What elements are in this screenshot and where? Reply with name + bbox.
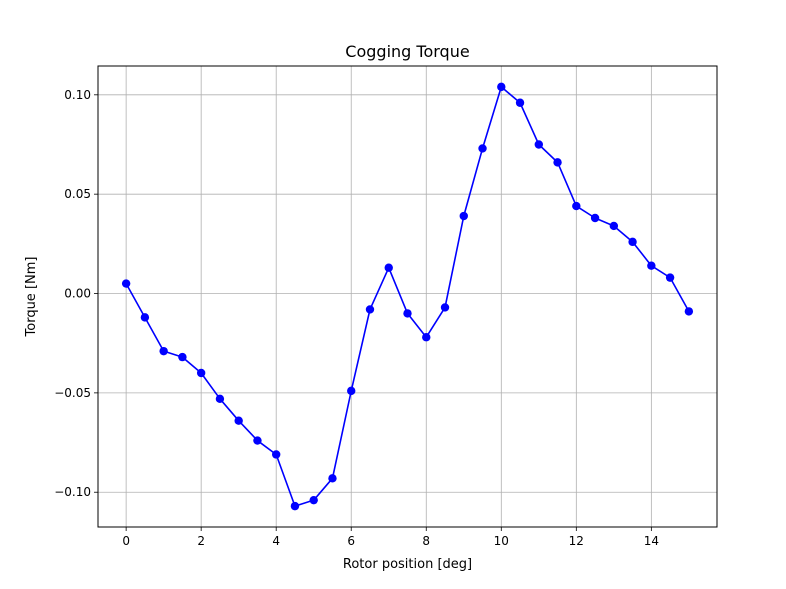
data-point bbox=[665, 273, 675, 282]
data-point bbox=[515, 98, 525, 107]
data-point bbox=[290, 501, 300, 511]
x-tick-label: 14 bbox=[644, 534, 659, 548]
x-tick-label: 4 bbox=[272, 534, 280, 548]
y-axis-title: Torque [Nm] bbox=[24, 257, 39, 338]
data-point bbox=[440, 303, 450, 312]
data-point bbox=[534, 140, 544, 149]
x-tick-label: 0 bbox=[122, 534, 130, 548]
data-point bbox=[478, 144, 487, 153]
data-point bbox=[628, 237, 637, 247]
y-tick-label: −0.05 bbox=[54, 386, 91, 400]
x-axis-title: Rotor position [deg] bbox=[343, 557, 472, 572]
data-point bbox=[647, 261, 656, 270]
x-tick-label: 12 bbox=[569, 534, 584, 548]
data-point bbox=[572, 201, 581, 211]
y-tick-label: 0.00 bbox=[64, 287, 91, 301]
data-point bbox=[215, 394, 225, 404]
plot-area-frame bbox=[97, 65, 718, 528]
data-point bbox=[553, 158, 562, 167]
data-point bbox=[497, 82, 506, 92]
data-point bbox=[365, 305, 375, 314]
data-point bbox=[140, 313, 150, 322]
series-layer bbox=[121, 82, 694, 511]
data-point bbox=[590, 213, 600, 223]
x-tick-label: 6 bbox=[347, 534, 355, 548]
data-point bbox=[253, 436, 262, 445]
x-tick-label: 10 bbox=[494, 534, 509, 548]
y-tick-label: 0.05 bbox=[64, 187, 91, 201]
data-point bbox=[309, 495, 318, 505]
data-point bbox=[384, 263, 393, 272]
data-point bbox=[403, 309, 412, 318]
x-axis-ticks: 0 2 4 6 8 10 12 14 bbox=[122, 527, 659, 548]
data-point bbox=[328, 474, 337, 483]
data-point bbox=[234, 416, 243, 425]
y-tick-label: 0.10 bbox=[64, 88, 91, 102]
y-tick-label: −0.10 bbox=[54, 485, 91, 499]
data-point bbox=[271, 450, 281, 459]
chart-title: Cogging Torque bbox=[345, 42, 469, 61]
y-axis-ticks: −0.10 −0.05 0.00 0.05 0.10 bbox=[54, 88, 98, 499]
data-point bbox=[159, 346, 168, 356]
x-tick-label: 8 bbox=[422, 534, 430, 548]
data-point bbox=[196, 368, 206, 378]
data-point bbox=[178, 352, 187, 362]
data-point bbox=[684, 307, 694, 316]
x-tick-label: 2 bbox=[197, 534, 205, 548]
grid bbox=[98, 66, 717, 527]
data-point bbox=[609, 221, 619, 231]
data-point bbox=[121, 279, 131, 288]
data-point bbox=[422, 333, 431, 342]
data-point bbox=[347, 386, 356, 396]
data-point bbox=[459, 211, 468, 221]
